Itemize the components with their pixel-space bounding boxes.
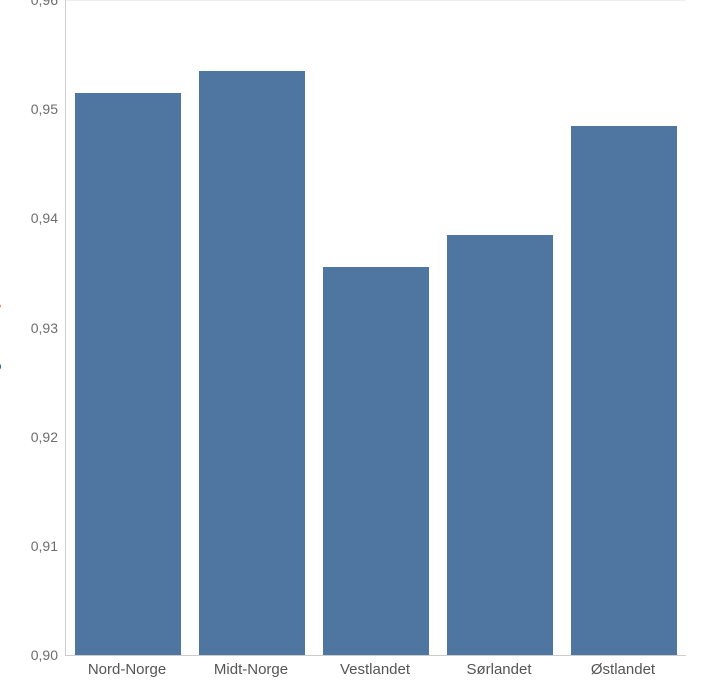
bar-slot: [314, 0, 438, 655]
plot-area: 0,900,910,920,930,940,950,96: [65, 0, 686, 656]
x-tick-label: Østlandet: [561, 661, 685, 678]
y-tick-label: 0,96: [31, 0, 66, 8]
x-tick-label: Sørlandet: [437, 661, 561, 678]
avg-score-bar-chart: Avg. Score📌 0,900,910,920,930,940,950,96…: [0, 0, 705, 687]
bars-container: [66, 0, 686, 655]
x-tick-label: Midt-Norge: [189, 661, 313, 678]
pin-icon: 📌: [0, 301, 2, 314]
bar-slot: [562, 0, 686, 655]
bar: [447, 235, 554, 655]
y-axis-label-text: Avg. Score: [0, 319, 2, 386]
y-tick-label: 0,91: [31, 538, 66, 554]
bar-slot: [66, 0, 190, 655]
x-tick-label: Vestlandet: [313, 661, 437, 678]
bar-slot: [438, 0, 562, 655]
y-tick-label: 0,93: [31, 320, 66, 336]
x-tick-label: Nord-Norge: [65, 661, 189, 678]
x-axis-labels: Nord-NorgeMidt-NorgeVestlandetSørlandetØ…: [65, 655, 685, 678]
bar: [75, 93, 182, 655]
y-tick-label: 0,92: [31, 429, 66, 445]
bar: [323, 267, 430, 655]
y-axis-label: Avg. Score 📌: [0, 301, 2, 386]
y-tick-label: 0,94: [31, 210, 66, 226]
bar: [199, 71, 306, 655]
bar-slot: [190, 0, 314, 655]
y-tick-label: 0,90: [31, 647, 66, 663]
bar: [571, 126, 678, 655]
y-tick-label: 0,95: [31, 101, 66, 117]
